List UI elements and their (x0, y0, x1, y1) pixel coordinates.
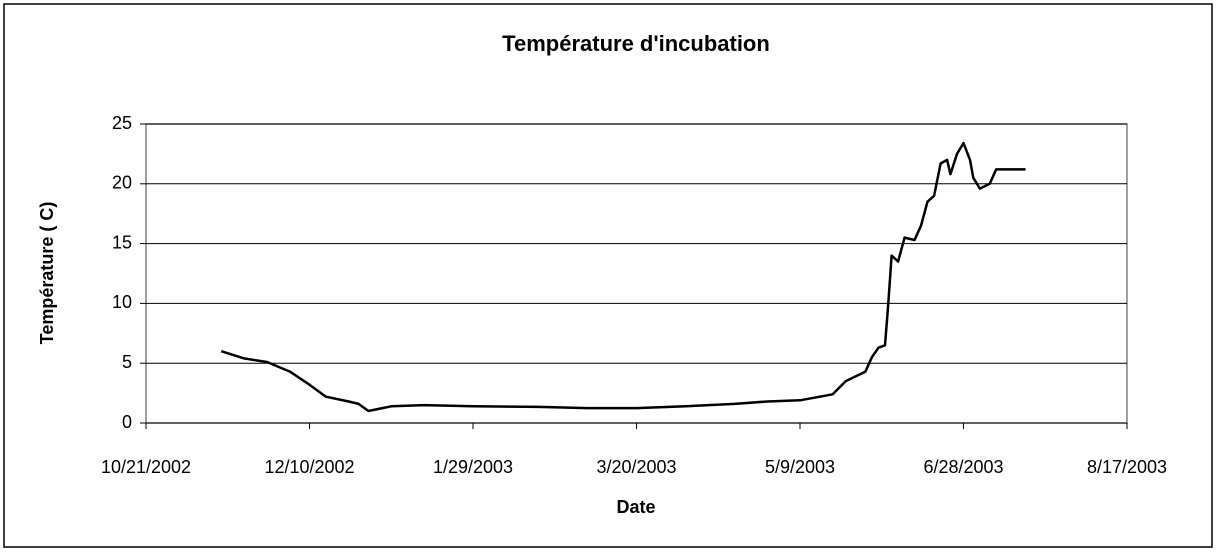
y-tick-label: 15 (112, 232, 132, 252)
y-tick-label: 25 (112, 113, 132, 133)
x-tick-label: 8/17/2003 (1087, 457, 1167, 477)
chart-frame (3, 3, 1213, 548)
x-tick-label: 1/29/2003 (433, 457, 513, 477)
x-tick-label: 10/21/2002 (101, 457, 191, 477)
x-tick-label: 5/9/2003 (765, 457, 835, 477)
data-line (220, 141, 1026, 413)
y-tick-label: 10 (112, 292, 132, 312)
y-tick-label: 20 (112, 173, 132, 193)
y-tick-label: 5 (122, 352, 132, 372)
y-tick-label: 0 (122, 412, 132, 432)
x-axis-label: Date (616, 497, 655, 517)
x-tick-label: 6/28/2003 (923, 457, 1003, 477)
x-tick-label: 12/10/2002 (264, 457, 354, 477)
x-tick-label: 3/20/2003 (596, 457, 676, 477)
y-axis-label: Température ( C) (37, 202, 57, 345)
chart-title: Température d'incubation (502, 31, 770, 56)
